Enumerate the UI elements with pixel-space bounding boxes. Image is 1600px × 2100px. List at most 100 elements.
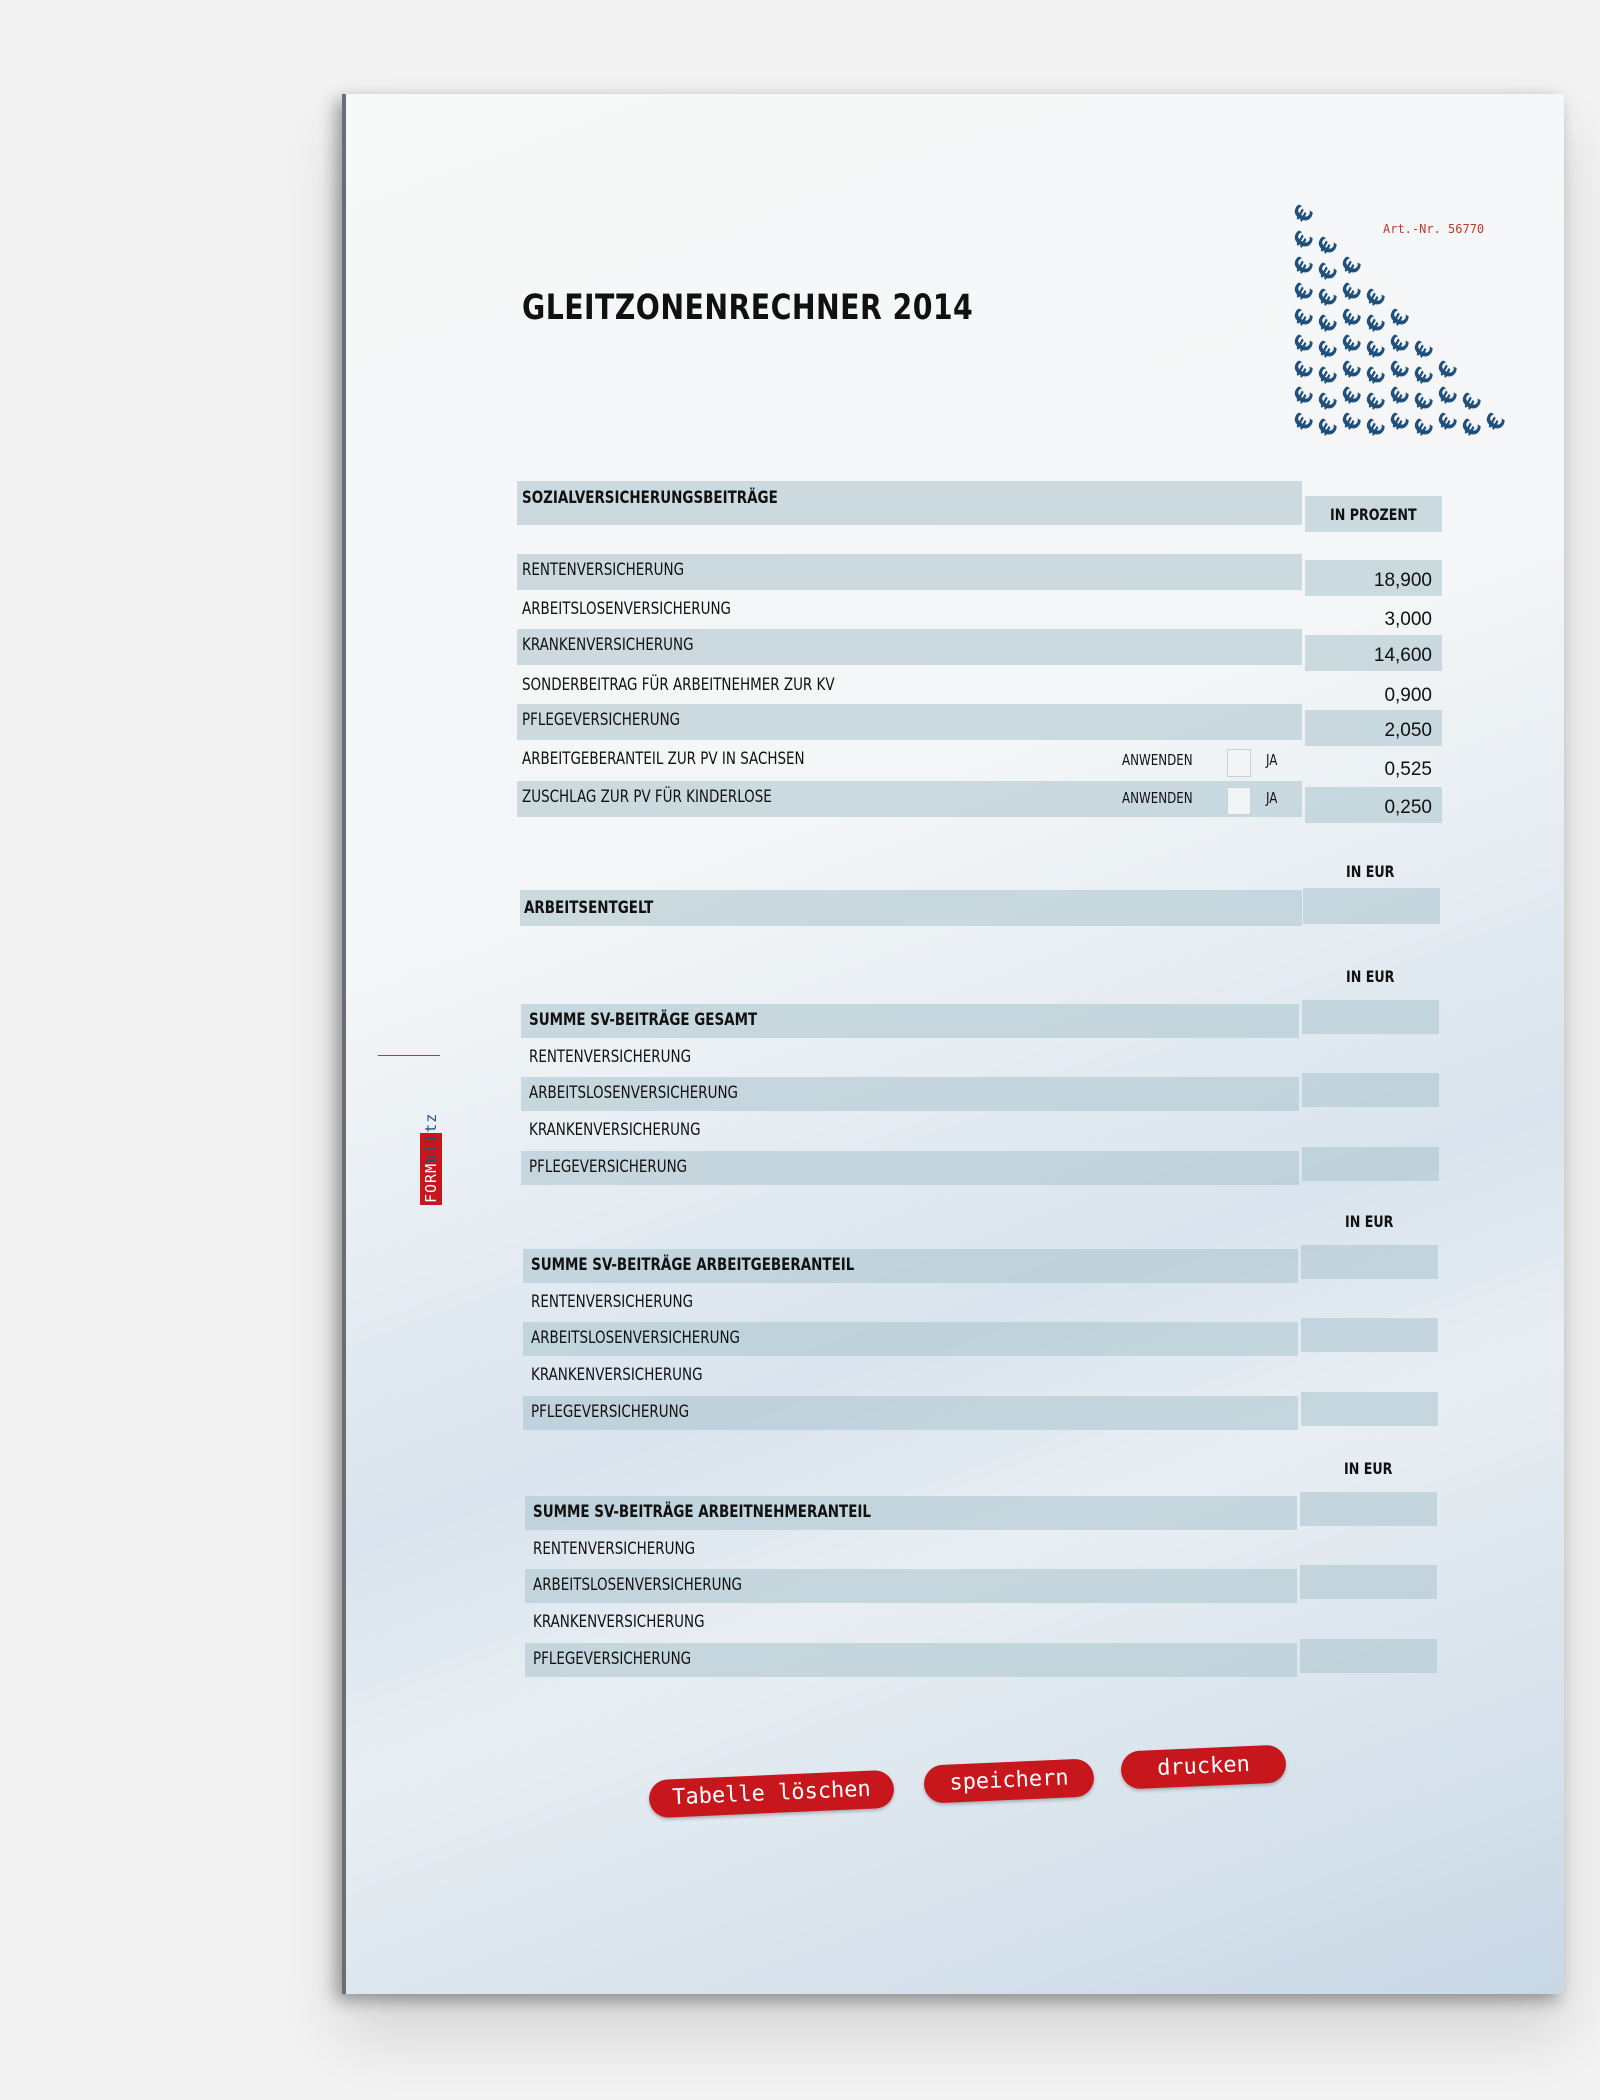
euro-symbol-icon: € <box>1359 284 1392 312</box>
sum-row-label: PFLEGEVERSICHERUNG <box>529 1157 688 1177</box>
sum-value-field[interactable] <box>1302 1112 1432 1142</box>
save-button[interactable]: speichern <box>923 1758 1095 1804</box>
row-band <box>521 1151 1299 1185</box>
logo-divider <box>378 1055 440 1056</box>
section-title: SOZIALVERSICHERUNGSBEITRÄGE <box>522 488 778 508</box>
euro-symbol-icon: € <box>1311 232 1344 260</box>
sum-value-field[interactable] <box>1301 1394 1431 1424</box>
sum-value-field[interactable] <box>1300 1641 1430 1671</box>
column-header-band <box>1305 496 1442 532</box>
row-value-field[interactable]: 2,050 <box>1384 720 1432 741</box>
sum-value-field[interactable] <box>1301 1247 1431 1277</box>
value-band <box>1302 1073 1439 1107</box>
section-header-band <box>517 481 1302 525</box>
sum-row-label: KRANKENVERSICHERUNG <box>531 1365 703 1385</box>
value-band <box>1301 1392 1438 1426</box>
sum-value-field[interactable] <box>1300 1494 1430 1524</box>
row-band <box>517 554 1302 590</box>
row-band <box>521 1004 1299 1038</box>
formblitz-logo: FORMblitz <box>378 1055 442 1205</box>
sum-value-field[interactable] <box>1302 1075 1432 1105</box>
value-band <box>1305 635 1442 671</box>
apply-label: ANWENDEN <box>1122 789 1193 807</box>
row-label: PFLEGEVERSICHERUNG <box>522 710 681 730</box>
value-band <box>1301 1318 1438 1352</box>
row-label: ARBEITGEBERANTEIL ZUR PV IN SACHSEN <box>522 749 805 769</box>
sum-value-field[interactable] <box>1301 1320 1431 1350</box>
column-header: IN PROZENT <box>1330 505 1417 524</box>
euro-symbol-icon: € <box>1455 388 1488 416</box>
value-band <box>1305 560 1442 596</box>
row-band <box>517 781 1302 817</box>
sum-row-label: ARBEITSLOSENVERSICHERUNG <box>531 1328 740 1348</box>
row-band <box>523 1249 1298 1283</box>
row-value-field[interactable]: 3,000 <box>1384 609 1432 630</box>
value-band <box>1300 1639 1437 1673</box>
apply-checkbox[interactable] <box>1227 749 1251 777</box>
row-label: ARBEITSLOSENVERSICHERUNG <box>522 599 731 619</box>
sum-value-field[interactable] <box>1300 1567 1430 1597</box>
sum-row-label: KRANKENVERSICHERUNG <box>529 1120 701 1140</box>
column-header: IN EUR <box>1346 862 1395 881</box>
checkbox-label: JA <box>1266 789 1278 807</box>
logo-form: FORM <box>422 1162 440 1203</box>
row-band <box>523 1396 1298 1430</box>
value-band <box>1300 1565 1437 1599</box>
sum-row-label: RENTENVERSICHERUNG <box>531 1292 694 1312</box>
row-band <box>517 629 1302 665</box>
value-band <box>1305 787 1442 823</box>
sum-row-label: PFLEGEVERSICHERUNG <box>531 1402 690 1422</box>
column-header: IN EUR <box>1345 1212 1394 1231</box>
sum-row-label: RENTENVERSICHERUNG <box>529 1047 692 1067</box>
article-number: Art.-Nr. 56770 <box>1383 222 1485 236</box>
sum-title: SUMME SV-BEITRÄGE GESAMT <box>529 1010 758 1030</box>
sum-row-label: PFLEGEVERSICHERUNG <box>533 1649 692 1669</box>
sum-row-label: ARBEITSLOSENVERSICHERUNG <box>529 1083 738 1103</box>
row-band <box>525 1643 1297 1677</box>
sum-title: SUMME SV-BEITRÄGE ARBEITNEHMERANTEIL <box>533 1502 871 1522</box>
sum-value-field[interactable] <box>1302 1002 1432 1032</box>
row-label: RENTENVERSICHERUNG <box>522 560 685 580</box>
logo-text: FORMblitz <box>420 1057 442 1203</box>
arbeitsentgelt-label: ARBEITSENTGELT <box>524 898 654 918</box>
row-value-field[interactable]: 0,250 <box>1384 797 1432 818</box>
sum-value-field[interactable] <box>1301 1357 1431 1387</box>
sum-value-field[interactable] <box>1300 1604 1430 1634</box>
value-band <box>1302 1000 1439 1034</box>
page-title: GLEITZONENRECHNER 2014 <box>522 288 974 328</box>
sum-row-label: KRANKENVERSICHERUNG <box>533 1612 705 1632</box>
apply-label: ANWENDEN <box>1122 751 1193 769</box>
euro-pattern-icon: € € € € € € € € € € € € € € € € € € € € € € € € € € € € € € € € € € € € € € € €… <box>1288 200 1516 445</box>
row-value-field[interactable]: 14,600 <box>1373 645 1432 666</box>
logo-red-block <box>420 1133 442 1205</box>
row-band <box>525 1569 1297 1603</box>
sum-row-label: RENTENVERSICHERUNG <box>533 1539 696 1559</box>
row-band <box>517 704 1302 740</box>
row-value-field[interactable]: 0,525 <box>1384 759 1432 780</box>
row-band <box>525 1496 1297 1530</box>
row-label: ZUSCHLAG ZUR PV FÜR KINDERLOSE <box>522 787 772 807</box>
row-label: SONDERBEITRAG FÜR ARBEITNEHMER ZUR KV <box>522 675 835 695</box>
sum-value-field[interactable] <box>1302 1149 1432 1179</box>
row-value-field[interactable]: 0,900 <box>1384 685 1432 706</box>
document-page <box>342 94 1564 1994</box>
logo-blitz: blitz <box>422 1112 440 1163</box>
row-band <box>523 1322 1298 1356</box>
sum-value-field[interactable] <box>1301 1284 1431 1314</box>
sum-value-field[interactable] <box>1302 1039 1432 1069</box>
sum-title: SUMME SV-BEITRÄGE ARBEITGEBERANTEIL <box>531 1255 855 1275</box>
value-band <box>1305 710 1442 746</box>
value-band <box>1303 888 1440 924</box>
sum-row-label: ARBEITSLOSENVERSICHERUNG <box>533 1575 742 1595</box>
column-header: IN EUR <box>1346 967 1395 986</box>
euro-symbol-icon: € <box>1407 336 1440 364</box>
sum-value-field[interactable] <box>1300 1531 1430 1561</box>
print-button[interactable]: drucken <box>1120 1744 1287 1790</box>
apply-checkbox[interactable] <box>1227 787 1251 815</box>
row-band <box>520 890 1302 926</box>
value-band <box>1301 1245 1438 1279</box>
value-band <box>1300 1492 1437 1526</box>
checkbox-label: JA <box>1266 751 1278 769</box>
row-value-field[interactable]: 18,900 <box>1373 570 1432 591</box>
column-header: IN EUR <box>1344 1459 1393 1478</box>
